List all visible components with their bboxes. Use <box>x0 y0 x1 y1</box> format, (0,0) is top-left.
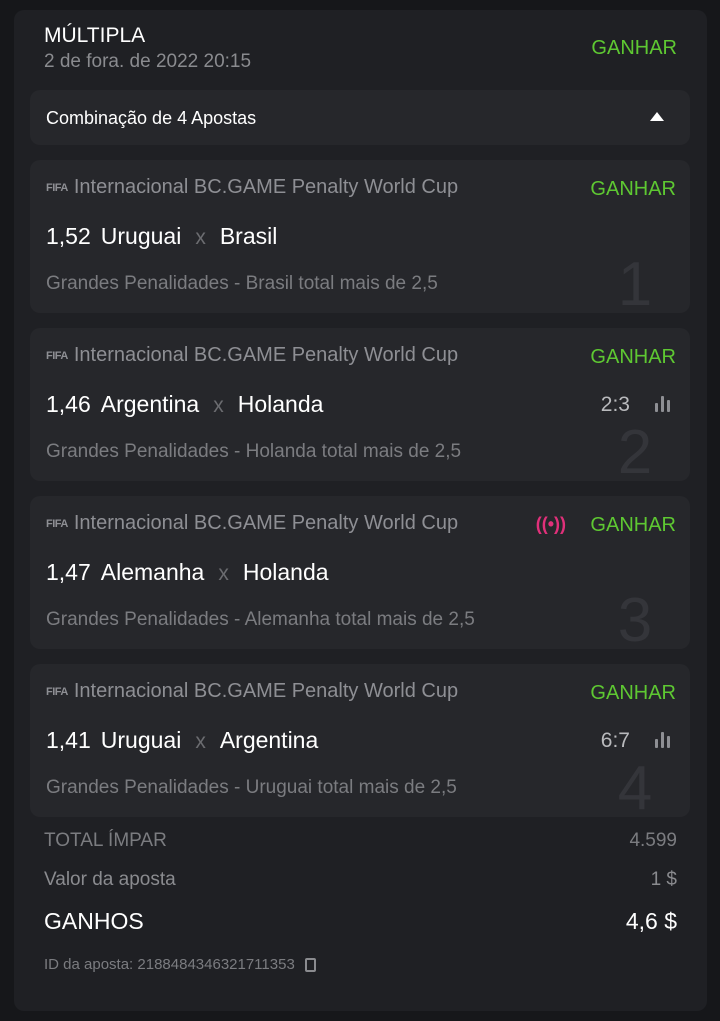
away-team: Argentina <box>219 727 319 753</box>
stats-icon[interactable] <box>655 396 670 412</box>
leg-number: 1 <box>617 256 653 313</box>
total-odds-value: 4.599 <box>629 830 677 851</box>
stake-value: 1 $ <box>650 869 677 890</box>
fifa-logo-icon: FIFA <box>46 685 68 698</box>
market: Grandes Penalidades - Brasil total mais … <box>46 273 438 294</box>
match: 1,47 Alemanha x Holanda <box>46 559 329 586</box>
bet-leg[interactable]: 4 FIFA Internacional BC.GAME Penalty Worl… <box>30 664 690 817</box>
copy-icon[interactable] <box>304 958 316 973</box>
fifa-logo-icon: FIFA <box>46 181 68 194</box>
bet-leg[interactable]: 3 FIFA Internacional BC.GAME Penalty Worl… <box>30 496 690 649</box>
odds: 1,46 <box>46 391 91 417</box>
fifa-logo-icon: FIFA <box>46 517 68 530</box>
total-odds-row: TOTAL ÍMPAR 4.599 <box>44 830 677 852</box>
total-odds-label: TOTAL ÍMPAR <box>44 830 167 851</box>
score: 6:7 <box>600 729 630 752</box>
bet-id-text: ID da aposta: 2188484346321711353 <box>44 956 295 973</box>
bet-leg[interactable]: 1 FIFA Internacional BC.GAME Penalty Worl… <box>30 160 690 313</box>
score: 2:3 <box>600 393 630 416</box>
match: 1,41 Uruguai x Argentina <box>46 727 318 754</box>
versus: x <box>195 730 206 753</box>
home-team: Argentina <box>100 391 200 417</box>
bet-leg[interactable]: 2 FIFA Internacional BC.GAME Penalty Worl… <box>30 328 690 481</box>
league-label: Internacional BC.GAME Penalty World Cup <box>73 680 459 702</box>
home-team: Alemanha <box>100 559 205 585</box>
league-label: Internacional BC.GAME Penalty World Cup <box>73 344 459 366</box>
leg-number: 3 <box>617 592 653 649</box>
combination-toggle[interactable]: Combinação de 4 Apostas <box>30 90 690 145</box>
stats-icon[interactable] <box>655 732 670 748</box>
stake-row: Valor da aposta 1 $ <box>44 869 677 891</box>
league-label: Internacional BC.GAME Penalty World Cup <box>73 176 459 198</box>
winnings-label: GANHOS <box>44 908 144 934</box>
match: 1,46 Argentina x Holanda <box>46 391 323 418</box>
away-team: Holanda <box>242 559 329 585</box>
bet-card: MÚLTIPLA 2 de fora. de 2022 20:15 GANHAR… <box>14 10 707 1011</box>
away-team: Brasil <box>219 223 278 249</box>
bet-type: MÚLTIPLA <box>44 24 146 47</box>
bet-date: 2 de fora. de 2022 20:15 <box>44 51 252 72</box>
league-name: FIFA Internacional BC.GAME Penalty World … <box>46 680 556 703</box>
league-label: Internacional BC.GAME Penalty World Cup <box>73 512 459 534</box>
home-team: Uruguai <box>100 223 182 249</box>
league-name: FIFA Internacional BC.GAME Penalty World … <box>46 176 556 199</box>
league-name: FIFA Internacional BC.GAME Penalty World … <box>46 512 501 535</box>
match: 1,52 Uruguai x Brasil <box>46 223 277 250</box>
caret-up-icon[interactable] <box>650 112 664 121</box>
fifa-logo-icon: FIFA <box>46 349 68 362</box>
home-team: Uruguai <box>100 727 182 753</box>
leg-status: GANHAR <box>590 178 676 200</box>
leg-status: GANHAR <box>590 514 676 536</box>
versus: x <box>213 394 224 417</box>
leg-number: 2 <box>617 424 653 481</box>
winnings-value: 4,6 $ <box>625 908 677 934</box>
live-broadcast-icon: ((•)) <box>535 514 566 534</box>
league-name: FIFA Internacional BC.GAME Penalty World … <box>46 344 556 367</box>
away-team: Holanda <box>237 391 324 417</box>
market: Grandes Penalidades - Uruguai total mais… <box>46 777 457 798</box>
versus: x <box>218 562 229 585</box>
stake-label: Valor da aposta <box>44 869 176 890</box>
odds: 1,47 <box>46 559 91 585</box>
leg-number: 4 <box>617 760 653 817</box>
leg-status: GANHAR <box>590 346 676 368</box>
leg-status: GANHAR <box>590 682 676 704</box>
winnings-row: GANHOS 4,6 $ <box>44 908 677 935</box>
bet-id: ID da aposta: 2188484346321711353 <box>44 956 316 973</box>
versus: x <box>195 226 206 249</box>
odds: 1,41 <box>46 727 91 753</box>
market: Grandes Penalidades - Alemanha total mai… <box>46 609 475 630</box>
bet-status: GANHAR <box>591 37 677 59</box>
odds: 1,52 <box>46 223 91 249</box>
combination-label: Combinação de 4 Apostas <box>46 108 257 128</box>
market: Grandes Penalidades - Holanda total mais… <box>46 441 462 462</box>
